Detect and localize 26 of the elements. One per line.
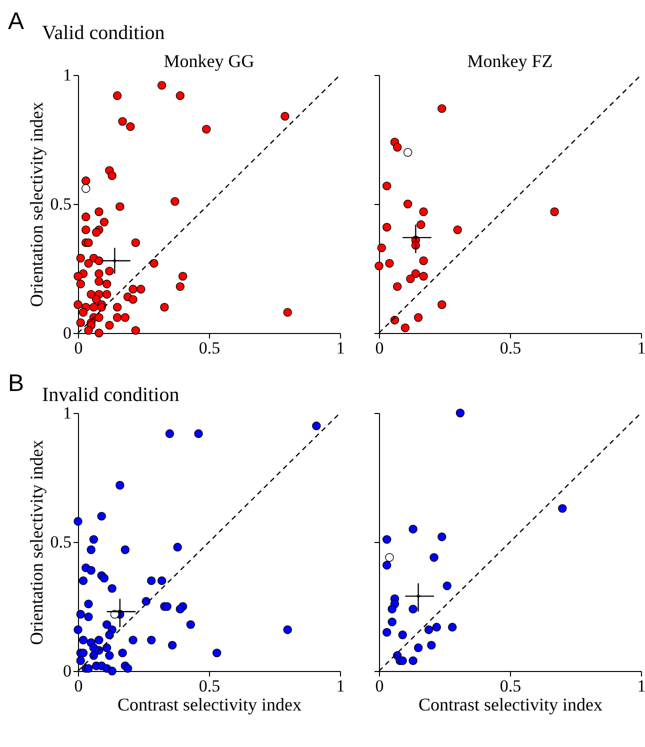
text: B [8,370,24,397]
x-tick-label: 0 [375,338,384,358]
text: A [8,8,24,35]
text: Valid condition [42,22,165,44]
y-tick-label: 0.5 [50,194,72,214]
x-tick-label: 0.5 [198,676,220,696]
x-tick-label: 0.5 [500,338,522,358]
chart-title: Monkey FZ [467,51,553,71]
y-axis-title: Orientation selectivity index [26,102,46,307]
y-tick-label: 1 [63,404,72,422]
x-tick-label: 0.5 [500,676,522,696]
y-axis-title: Orientation selectivity index [26,440,46,645]
x-tick-label: 1 [637,338,645,358]
x-axis-title: Contrast selectivity index [118,694,302,714]
x-tick-label: 1 [637,676,645,696]
x-tick-label: 1 [336,338,345,358]
text: Invalid condition [42,384,180,406]
y-tick-label: 0 [63,324,72,342]
x-tick-label: 0 [375,676,384,696]
x-tick-label: 1 [336,676,345,696]
y-tick-label: 0.5 [50,532,72,552]
y-tick-label: 0 [63,662,72,680]
x-tick-label: 0.5 [198,338,220,358]
y-tick-label: 1 [63,66,72,84]
chart-title: Monkey GG [164,51,254,71]
x-axis-title: Contrast selectivity index [418,694,602,714]
